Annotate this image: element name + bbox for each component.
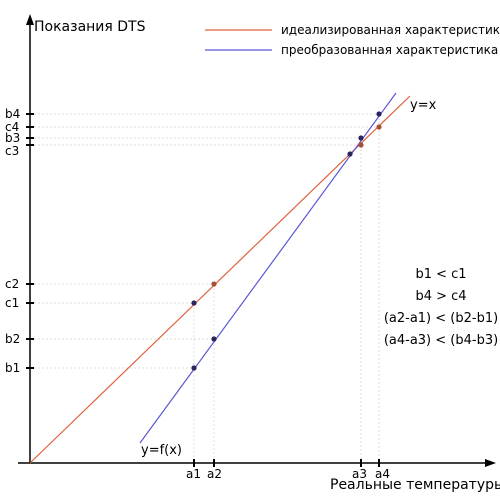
point-a4-b4 <box>376 111 382 117</box>
point-a1-c1 <box>191 300 197 306</box>
point-a3-b3 <box>358 135 364 141</box>
inequality-4: (a4-a3) < (b4-b3) <box>384 333 498 348</box>
point-a3-c3 <box>358 142 364 148</box>
legend: идеализированная характеристика преобраз… <box>205 23 500 57</box>
point-a4-c4 <box>376 124 382 130</box>
inequalities: b1 < c1 b4 > c4 (a2-a1) < (b2-b1) (a4-a3… <box>384 267 498 348</box>
y-tick-c4: c4 <box>5 120 19 134</box>
inequality-1: b1 < c1 <box>415 267 466 282</box>
point-a2-c2 <box>211 281 217 287</box>
x-axis-arrow <box>485 459 496 467</box>
y-tick-b4: b4 <box>5 107 20 121</box>
y-tick-c1: c1 <box>5 296 19 310</box>
point-intersection <box>347 151 353 157</box>
y-axis-arrow <box>26 14 34 25</box>
x-tick-a4: a4 <box>375 467 390 481</box>
guide-lines <box>30 113 380 463</box>
y-tick-marks <box>26 113 34 369</box>
y-tick-c2: c2 <box>5 277 19 291</box>
x-tick-a1: a1 <box>186 467 201 481</box>
x-tick-labels: a1 a2 a3 a4 <box>186 467 390 481</box>
y-tick-b3: b3 <box>5 131 20 145</box>
y-tick-b1: b1 <box>5 361 20 375</box>
point-a2-b2 <box>211 336 217 342</box>
ideal-line <box>29 95 411 464</box>
x-axis-title: Реальные температуры <box>330 477 500 493</box>
point-a1-b1 <box>191 365 197 371</box>
transformed-line-label: y=f(x) <box>141 443 182 458</box>
x-tick-a2: a2 <box>207 467 222 481</box>
x-tick-a3: a3 <box>352 467 367 481</box>
y-tick-labels: b4 c4 b3 c3 c2 c1 b2 b1 <box>5 107 20 375</box>
transformed-line <box>139 92 397 444</box>
legend-label-transformed: преобразованная характеристика <box>281 43 498 57</box>
inequality-2: b4 > c4 <box>415 289 466 304</box>
y-tick-c3: c3 <box>5 144 19 158</box>
legend-label-ideal: идеализированная характеристика <box>281 23 500 37</box>
x-tick-marks <box>193 459 380 467</box>
axes <box>18 14 496 467</box>
y-axis-title: Показания DTS <box>34 19 146 35</box>
data-points <box>191 111 382 371</box>
ideal-line-label: y=x <box>410 98 437 113</box>
inequality-3: (a2-a1) < (b2-b1) <box>384 311 498 326</box>
y-tick-b2: b2 <box>5 332 20 346</box>
